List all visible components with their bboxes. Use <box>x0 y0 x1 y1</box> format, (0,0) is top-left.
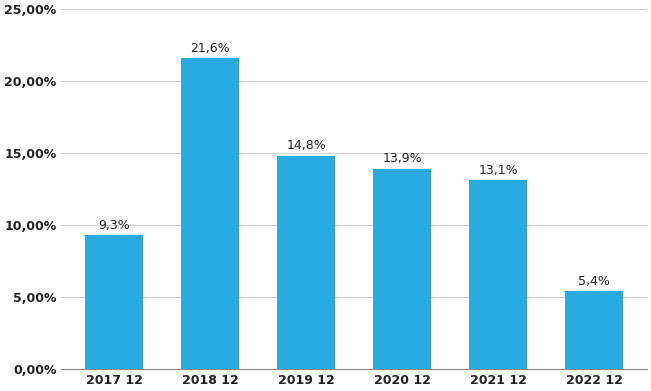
Bar <box>85 235 143 369</box>
Bar <box>181 58 239 369</box>
Text: 13,1%: 13,1% <box>478 164 518 177</box>
Text: 21,6%: 21,6% <box>190 41 230 54</box>
Bar <box>565 291 623 369</box>
Text: 13,9%: 13,9% <box>382 152 422 165</box>
Text: 5,4%: 5,4% <box>578 274 610 288</box>
Bar <box>469 180 527 369</box>
Bar <box>373 169 431 369</box>
Text: 14,8%: 14,8% <box>286 139 326 152</box>
Text: 9,3%: 9,3% <box>98 219 130 231</box>
Bar <box>277 156 335 369</box>
